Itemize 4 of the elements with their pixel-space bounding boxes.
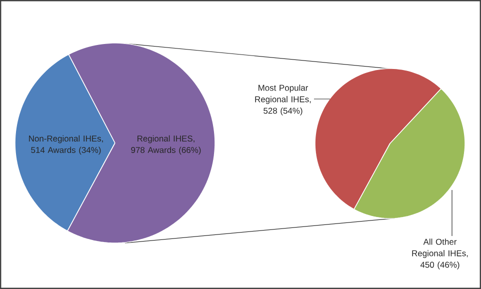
slice-label: All Other Regional IHEs, 450 (46%) <box>412 238 468 270</box>
slice-label: Most Popular Regional IHEs, 528 (54%) <box>255 84 311 116</box>
slice-label: Non-Regional IHEs, 514 Awards (34%) <box>29 135 103 155</box>
slice-label: Regional IHES, 978 Awards (66%) <box>131 135 201 155</box>
